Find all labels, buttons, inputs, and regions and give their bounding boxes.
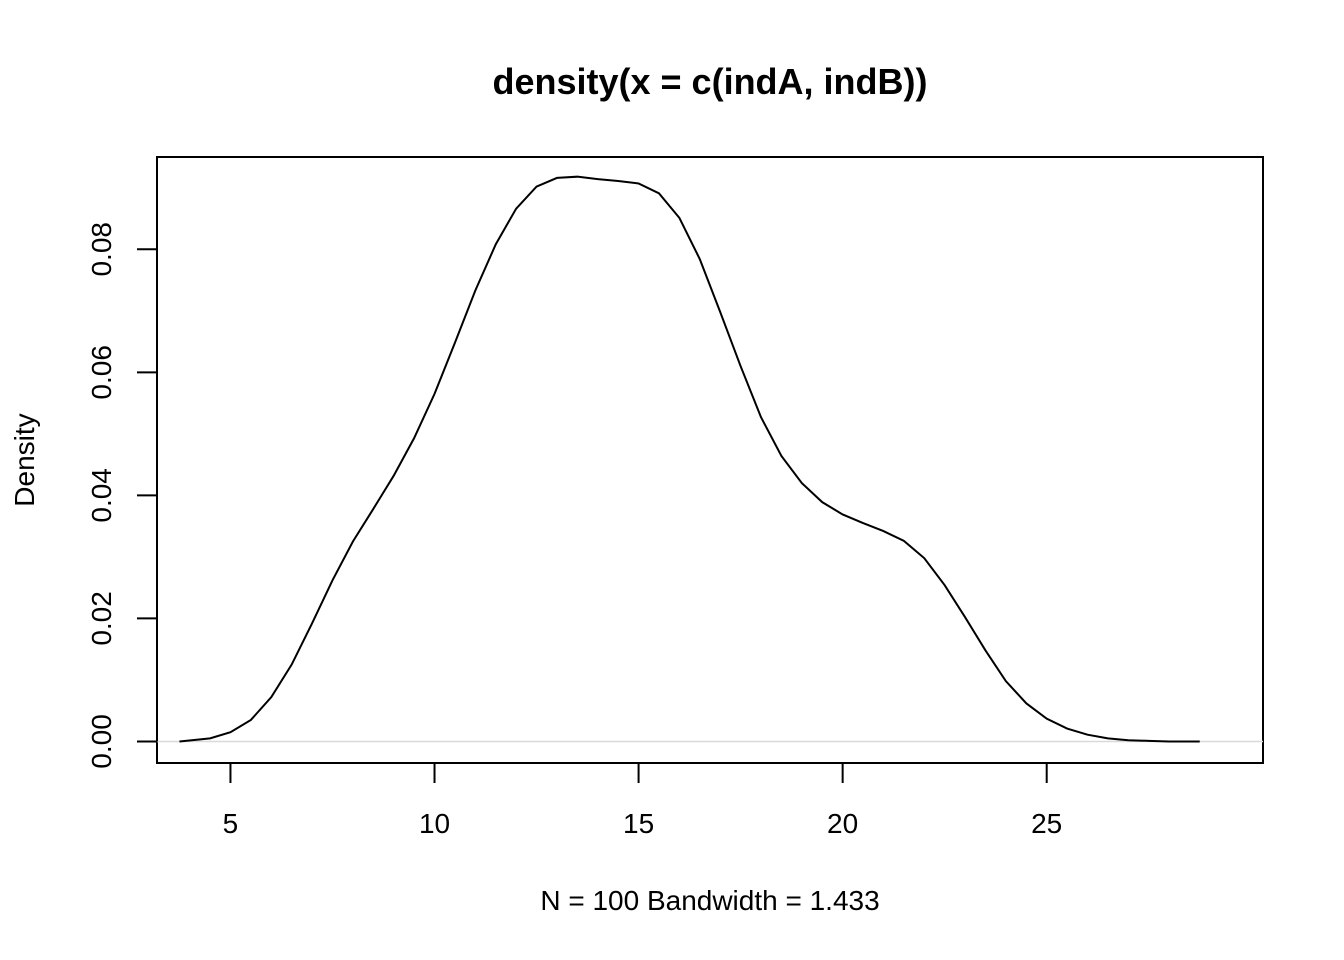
x-axis: 5 10 15 20 25: [223, 762, 1062, 839]
density-curve: [179, 175, 1200, 743]
x-tick-label: 20: [827, 808, 858, 839]
plot-frame: [156, 156, 1264, 764]
chart-title: density(x = c(indA, indB)): [492, 61, 927, 102]
x-tick-label: 10: [419, 808, 450, 839]
x-axis-label: N = 100 Bandwidth = 1.433: [540, 885, 879, 916]
y-tick-label: 0.02: [86, 591, 117, 646]
y-tick-label: 0.04: [86, 468, 117, 522]
y-tick-label: 0.08: [86, 222, 117, 277]
y-tick-label: 0.00: [86, 714, 117, 769]
x-tick-label: 5: [223, 808, 239, 839]
x-tick-label: 15: [623, 808, 654, 839]
y-axis: 0.00 0.02 0.04 0.06 0.08: [86, 222, 158, 769]
y-axis-label: Density: [9, 413, 40, 506]
y-tick-label: 0.06: [86, 345, 117, 400]
x-tick-label: 25: [1031, 808, 1062, 839]
